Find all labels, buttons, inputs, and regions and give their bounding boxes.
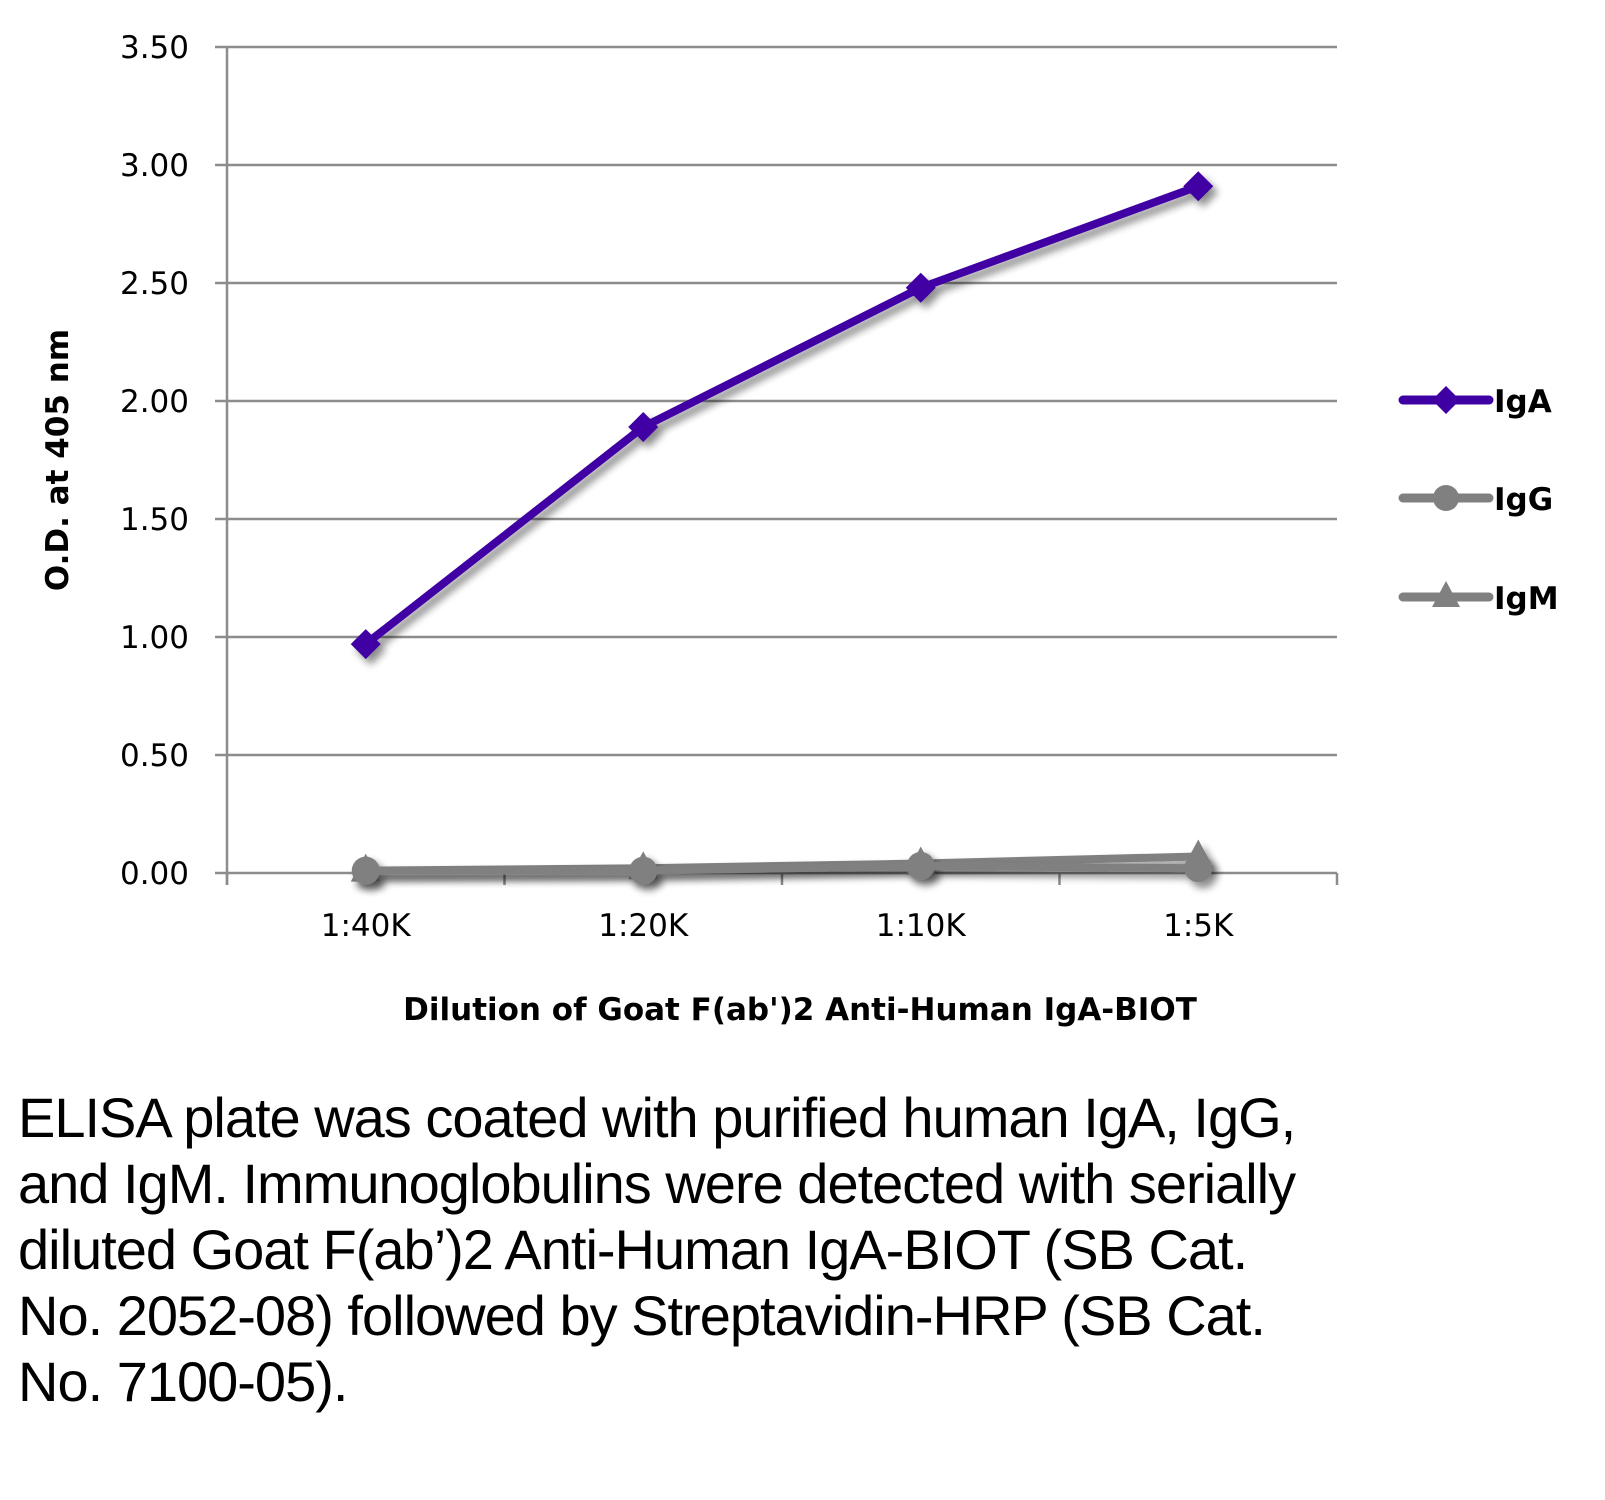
series-iga	[350, 171, 1214, 660]
data-point-igg	[906, 851, 935, 880]
y-tick-label: 0.00	[120, 856, 189, 892]
data-point-igg	[351, 856, 380, 885]
data-point-igg	[629, 856, 658, 885]
y-axis-title: O.D. at 405 nm	[40, 329, 76, 591]
legend-marker-diamond-icon	[1432, 386, 1460, 414]
series-line-igg	[361, 861, 1203, 875]
x-axis-title: Dilution of Goat F(ab')2 Anti-Human IgA-…	[403, 992, 1197, 1028]
x-tick-label: 1:20K	[598, 908, 689, 944]
y-tick-label: 3.50	[120, 30, 189, 66]
y-tick-label: 1.50	[120, 502, 189, 538]
y-tick-label: 3.00	[120, 148, 189, 184]
x-tick-label: 1:5K	[1163, 908, 1234, 944]
data-point-iga	[1183, 171, 1214, 202]
x-tick-label: 1:10K	[876, 908, 967, 944]
gridlines	[227, 45, 1337, 757]
legend-item-iga: IgA	[1398, 384, 1552, 420]
y-tick-labels: 0.00 0.50 1.00 1.50 2.00 2.50 3.00 3.50	[120, 30, 189, 892]
data-point-iga	[628, 411, 659, 442]
data-point-iga	[350, 629, 381, 660]
legend-marker-circle-icon	[1433, 485, 1459, 511]
series-line-iga	[361, 182, 1203, 649]
legend-label: IgM	[1494, 581, 1559, 617]
chart: 0.000.501.001.502.002.503.003.50 1:40K 1:…	[40, 30, 1559, 1028]
y-tick-label: 2.00	[120, 384, 189, 420]
y-tick-label: 1.00	[120, 620, 189, 656]
axes	[215, 45, 1339, 885]
figure-caption: ELISA plate was coated with purified hum…	[18, 1086, 1296, 1413]
y-tick-label: 2.50	[120, 266, 189, 302]
data-point-iga	[905, 272, 936, 303]
legend: IgA IgG IgM	[1398, 384, 1559, 617]
legend-label: IgA	[1494, 384, 1552, 420]
x-tick-labels: 1:40K 1:20K 1:10K 1:5K	[321, 908, 1234, 944]
data-point-igg	[1184, 854, 1213, 883]
series-layer	[350, 171, 1214, 885]
legend-item-igg: IgG	[1398, 482, 1553, 518]
y-tick-label: 0.50	[120, 738, 189, 774]
x-tick-label: 1:40K	[321, 908, 412, 944]
series-igg	[351, 851, 1213, 885]
legend-item-igm: IgM	[1398, 581, 1559, 617]
legend-label: IgG	[1494, 482, 1553, 518]
legend-marker-triangle-icon	[1432, 581, 1460, 607]
